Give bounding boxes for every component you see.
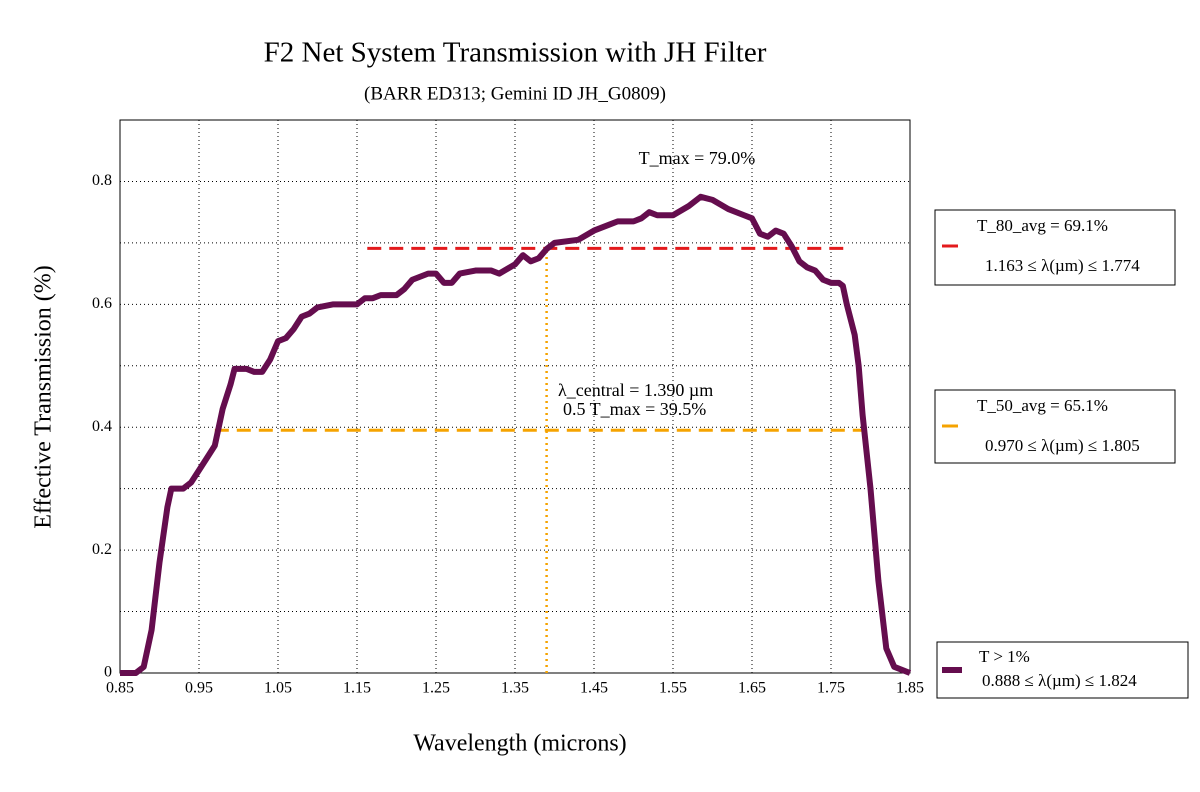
legend-range: 0.970 ≤ λ(µm) ≤ 1.805 <box>985 436 1140 455</box>
annotation: 0.5 T_max = 39.5% <box>563 399 706 419</box>
y-tick-label: 0.6 <box>92 295 112 312</box>
chart-subtitle: (BARR ED313; Gemini ID JH_G0809) <box>364 83 666 104</box>
x-tick-label: 1.85 <box>896 680 924 697</box>
x-tick-label: 1.35 <box>501 680 529 697</box>
x-tick-label: 1.45 <box>580 680 608 697</box>
x-tick-label: 1.15 <box>343 680 371 697</box>
legend-range: 1.163 ≤ λ(µm) ≤ 1.774 <box>985 256 1140 275</box>
x-tick-label: 0.85 <box>106 680 134 697</box>
x-tick-label: 0.95 <box>185 680 213 697</box>
y-tick-label: 0.8 <box>92 172 112 189</box>
y-axis-label: Effective Transmission (%) <box>31 265 57 529</box>
x-tick-label: 1.55 <box>659 680 687 697</box>
annotation: λ_central = 1.390 µm <box>558 380 713 400</box>
legend-box <box>934 389 1176 464</box>
x-tick-label: 1.65 <box>738 680 766 697</box>
chart-title: F2 Net System Transmission with JH Filte… <box>264 37 767 69</box>
plot-frame <box>119 119 911 674</box>
legend-label: T > 1% <box>979 647 1030 666</box>
legend-label: T_50_avg = 65.1% <box>977 396 1108 415</box>
x-axis-label: Wavelength (microns) <box>413 731 626 757</box>
y-tick-label: 0.4 <box>92 418 112 435</box>
legend-label: T_80_avg = 69.1% <box>977 216 1108 235</box>
y-tick-label: 0.2 <box>92 541 112 558</box>
x-tick-label: 1.05 <box>264 680 292 697</box>
legend-range: 0.888 ≤ λ(µm) ≤ 1.824 <box>982 671 1137 690</box>
data-line <box>120 193 912 676</box>
x-tick-label: 1.25 <box>422 680 450 697</box>
annotation: T_max = 79.0% <box>639 148 756 168</box>
x-tick-label: 1.75 <box>817 680 845 697</box>
y-tick-label: 0 <box>104 664 112 681</box>
legend-box <box>934 209 1176 286</box>
legend-box <box>936 641 1189 699</box>
